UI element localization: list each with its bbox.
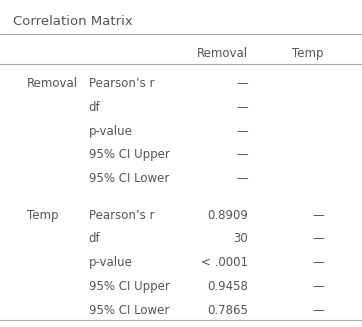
Text: 30: 30 <box>233 232 248 246</box>
Text: 95% CI Upper: 95% CI Upper <box>89 280 169 293</box>
Text: 95% CI Lower: 95% CI Lower <box>89 172 169 185</box>
Text: 95% CI Lower: 95% CI Lower <box>89 304 169 317</box>
Text: —: — <box>236 77 248 90</box>
Text: —: — <box>312 209 324 222</box>
Text: Temp: Temp <box>292 47 324 60</box>
Text: —: — <box>236 172 248 185</box>
Text: df: df <box>89 232 100 246</box>
Text: Removal: Removal <box>27 77 78 90</box>
Text: 95% CI Upper: 95% CI Upper <box>89 148 169 162</box>
Text: < .0001: < .0001 <box>201 256 248 269</box>
Text: —: — <box>312 304 324 317</box>
Text: Removal: Removal <box>197 47 248 60</box>
Text: —: — <box>312 232 324 246</box>
Text: p-value: p-value <box>89 256 132 269</box>
Text: 0.9458: 0.9458 <box>207 280 248 293</box>
Text: —: — <box>312 280 324 293</box>
Text: —: — <box>236 101 248 114</box>
Text: df: df <box>89 101 100 114</box>
Text: Pearson’s r: Pearson’s r <box>89 77 154 90</box>
Text: —: — <box>236 125 248 138</box>
Text: Correlation Matrix: Correlation Matrix <box>13 15 132 28</box>
Text: Pearson’s r: Pearson’s r <box>89 209 154 222</box>
Text: p-value: p-value <box>89 125 132 138</box>
Text: —: — <box>236 148 248 162</box>
Text: —: — <box>312 256 324 269</box>
Text: Temp: Temp <box>27 209 59 222</box>
Text: 0.7865: 0.7865 <box>207 304 248 317</box>
Text: 0.8909: 0.8909 <box>207 209 248 222</box>
